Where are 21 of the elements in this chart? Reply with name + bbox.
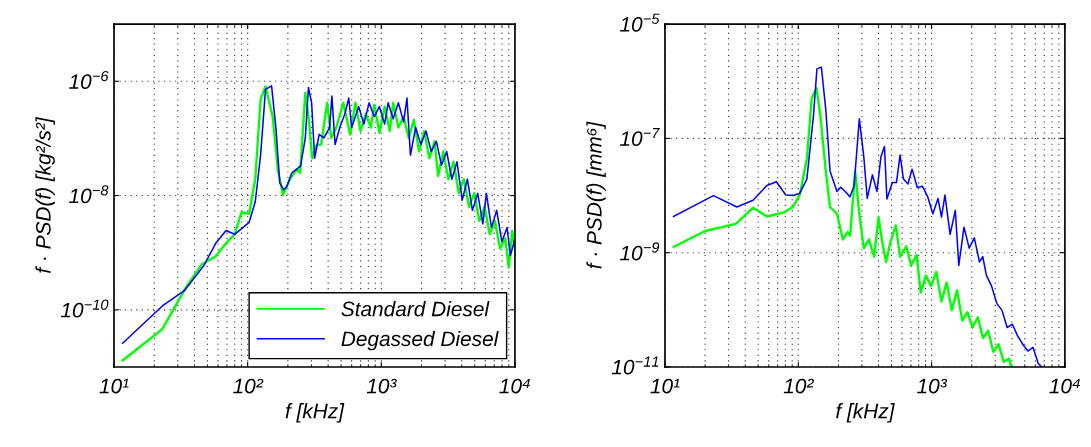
y-tick-label: 10$^{−6}$ xyxy=(69,70,109,89)
x-tick-label: 10² xyxy=(233,378,264,394)
x-axis-title: f [kHz] xyxy=(836,403,895,423)
legend-label: Degassed Diesel xyxy=(341,330,499,351)
y-tick-label: 10$^{−11}$ xyxy=(611,356,659,375)
x-axis-title: f [kHz] xyxy=(285,403,345,423)
x-tick-label: 10¹ xyxy=(650,378,680,394)
x-tick-label: 10¹ xyxy=(99,378,129,394)
x-tick-label: 10³ xyxy=(366,378,397,394)
x-tick-label: 10³ xyxy=(917,378,948,394)
legend-label: Standard Diesel xyxy=(341,301,490,317)
y-tick-label: 10$^{−7}$ xyxy=(620,128,660,146)
y-tick-label: 10$^{−9}$ xyxy=(620,242,660,261)
y-tick-label: 10$^{−10}$ xyxy=(60,299,109,318)
y-tick-label: 10$^{−5}$ xyxy=(620,13,660,32)
x-tick-label: 10⁴ xyxy=(1049,378,1080,394)
y-axis-title: f · PSD(f) [mm⁶] xyxy=(586,121,606,269)
x-tick-label: 10⁴ xyxy=(499,378,530,394)
y-axis-title: f · PSD(f) [kg²/s²] xyxy=(35,117,55,273)
y-tick-label: 10$^{−8}$ xyxy=(69,185,109,204)
x-tick-label: 10² xyxy=(783,378,814,394)
